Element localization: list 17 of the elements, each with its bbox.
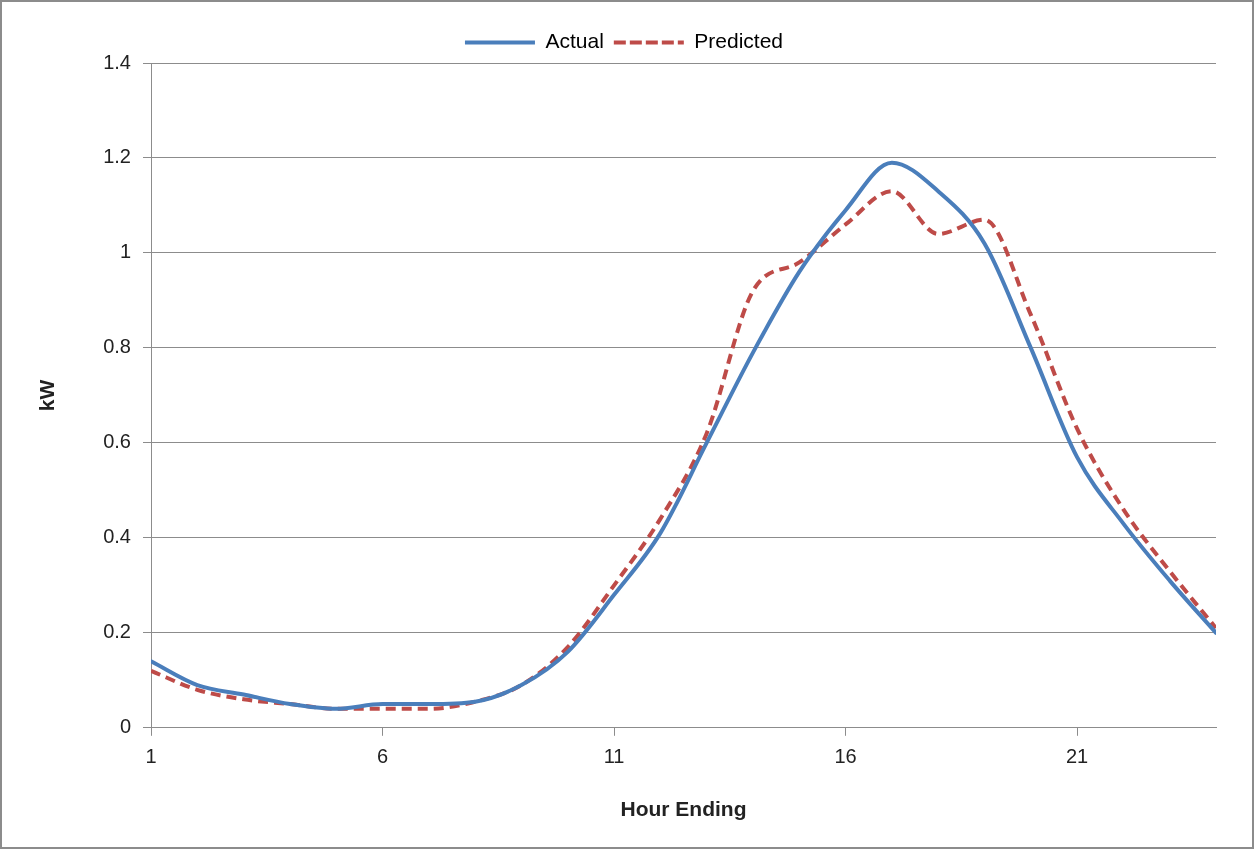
y-tick-label: 0 <box>119 715 131 738</box>
y-tick-label: 0.2 <box>103 620 131 643</box>
y-tick-label: 0.6 <box>103 430 131 453</box>
x-axis-title: Hour Ending <box>620 797 747 821</box>
y-tick-label: 0.8 <box>103 335 131 358</box>
legend-label: Predicted <box>694 29 784 53</box>
y-tick-label: 1.2 <box>103 145 131 168</box>
x-tick-label: 16 <box>834 745 857 768</box>
legend-label: Actual <box>545 29 604 53</box>
y-tick-label: 1 <box>119 240 131 263</box>
y-tick-label: 1.4 <box>103 50 131 73</box>
x-tick-label: 21 <box>1065 745 1089 768</box>
y-axis-title: kW <box>35 379 59 412</box>
x-tick-label: 6 <box>376 745 389 768</box>
x-tick-label: 11 <box>603 745 625 768</box>
y-tick-label: 0.4 <box>103 525 131 548</box>
x-tick-label: 1 <box>145 745 157 768</box>
